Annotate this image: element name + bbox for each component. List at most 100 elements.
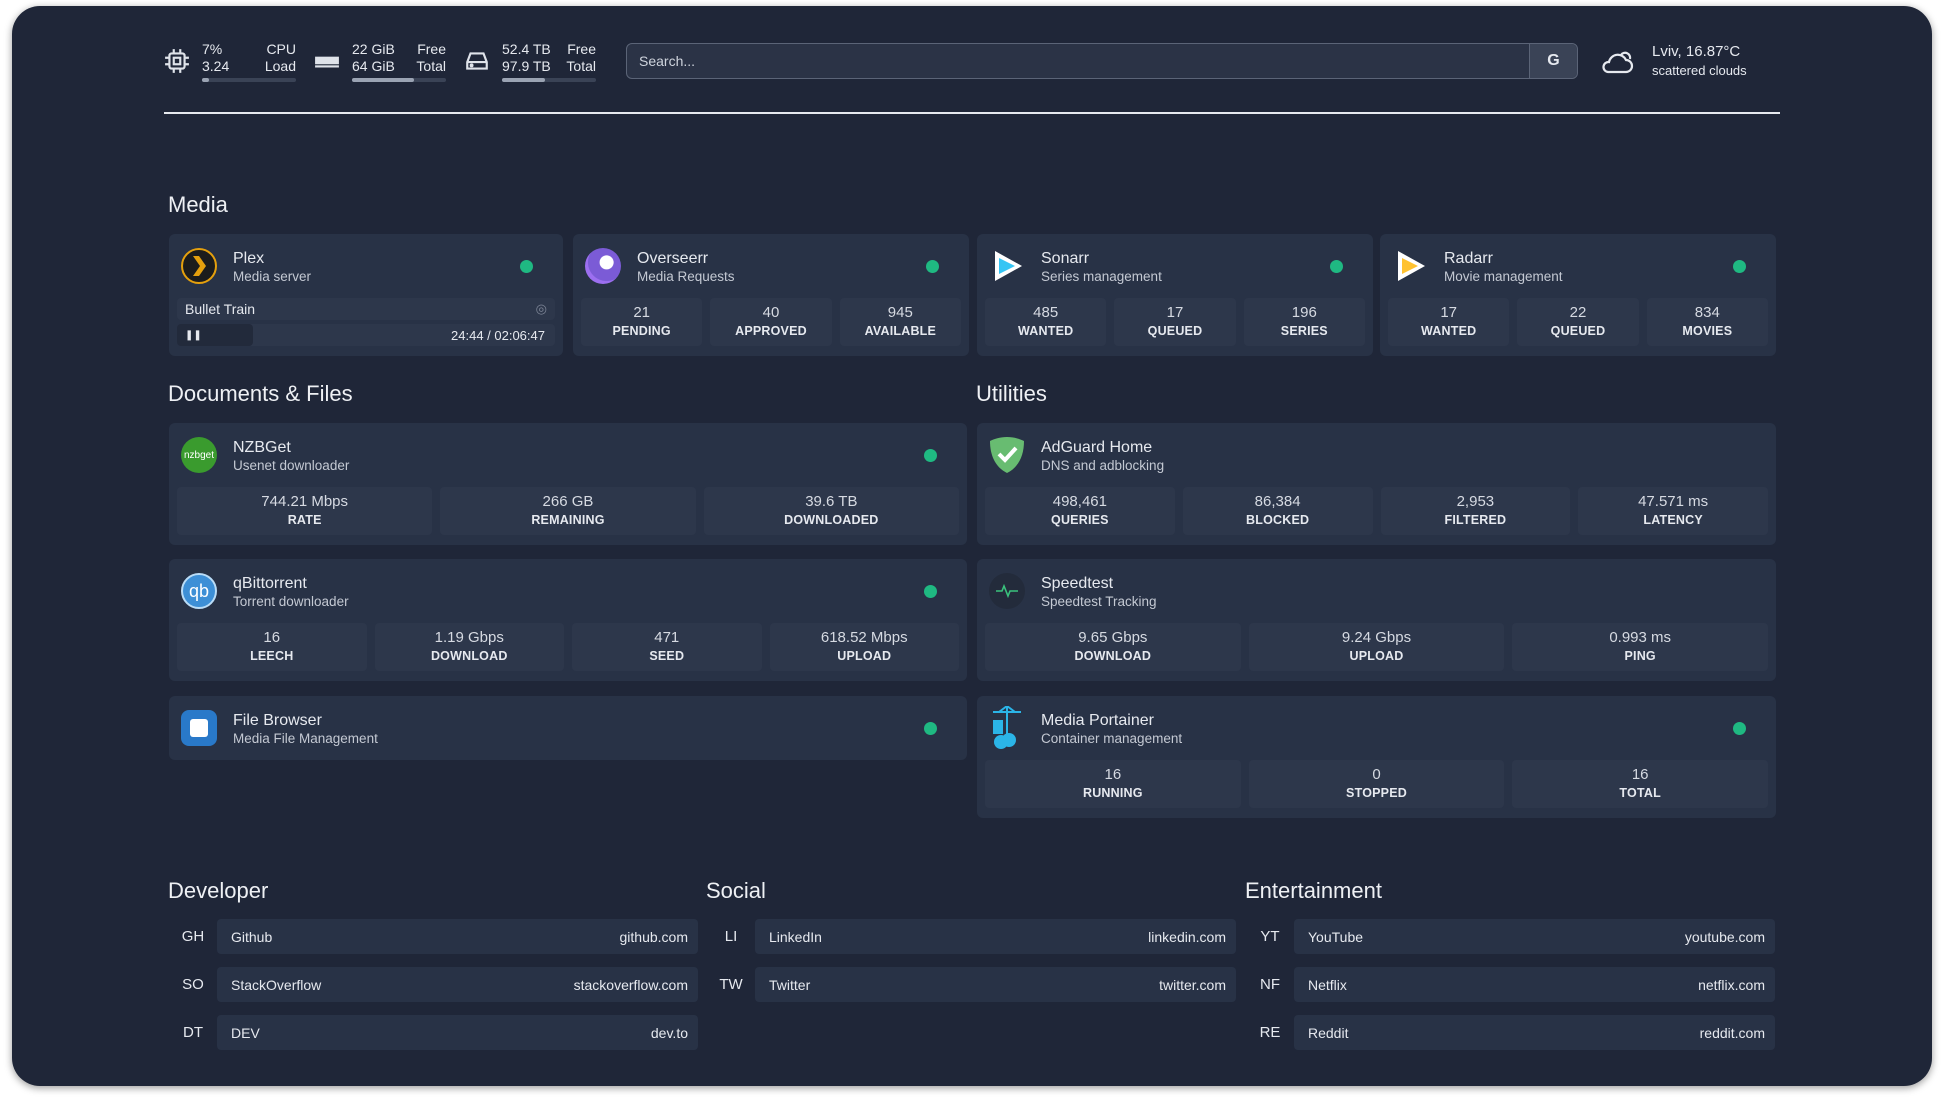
bookmark-youtube[interactable]: YT YouTube youtube.com (1246, 919, 1775, 954)
stat-value: 618.52 Mbps (820, 629, 908, 646)
bookmark-name: StackOverflow (231, 976, 322, 993)
stat-value: 17 (1440, 304, 1457, 321)
stats-row: 17 WANTED 22 QUEUED 834 MOVIES (1380, 298, 1776, 346)
free-label: Free (417, 40, 446, 57)
qbittorrent-card[interactable]: qb qBittorrent Torrent downloader 16 LEECH 1.… (169, 559, 967, 681)
mem-total: 64 GiB (352, 57, 395, 74)
service-description: Series management (1041, 268, 1162, 284)
dashboard-frame (12, 6, 1932, 1086)
bookmark-url: github.com (619, 928, 688, 945)
overseerr-card[interactable]: Overseerr Media Requests 21 PENDING 40 APPROV… (573, 234, 969, 356)
file-browser-card[interactable]: File Browser Media File Management (169, 696, 967, 760)
stat-value: 834 (1694, 304, 1720, 321)
stat-value: 945 (887, 304, 913, 321)
stat-value: 471 (654, 629, 680, 646)
stat-leech: 16 LEECH (177, 623, 367, 671)
stat-label: DOWNLOADED (784, 513, 879, 527)
cpu-label: CPU (266, 40, 296, 57)
stat-label: APPROVED (735, 324, 807, 338)
bookmark-abbr: LI (724, 928, 738, 945)
bookmark-name: Twitter (769, 976, 811, 993)
stat-remaining: 266 GB REMAINING (440, 487, 696, 535)
radarr-card[interactable]: Radarr Movie management 17 WANTED 22 QUEUED 83… (1380, 234, 1776, 356)
service-name: NZBGet (233, 438, 291, 456)
stat-label: STOPPED (1346, 786, 1407, 800)
stat-value: 39.6 TB (805, 493, 858, 510)
stat-label: LATENCY (1643, 513, 1703, 527)
search-input[interactable] (627, 53, 1529, 69)
stat-value: 16 (1631, 766, 1649, 783)
bookmark-linkedin[interactable]: LI LinkedIn linkedin.com (707, 919, 1236, 954)
portainer-card[interactable]: Media Portainer Container management 16 RUN… (977, 696, 1776, 818)
cpu-load: 3.24 (202, 57, 230, 74)
bookmark-abbr: DT (183, 1024, 203, 1041)
overseerr-icon (585, 248, 621, 284)
bookmark-dev[interactable]: DT DEV dev.to (169, 1015, 698, 1050)
stat-value: 16 (1104, 766, 1122, 783)
bookmark-url: stackoverflow.com (573, 976, 688, 993)
stat-value: 498,461 (1052, 493, 1107, 510)
bookmark-abbr: TW (719, 976, 743, 993)
bookmark-group: GH Github github.com SO StackOverflow stackov… (169, 919, 698, 1063)
plex-icon (181, 248, 217, 284)
stat-label: SERIES (1280, 324, 1328, 338)
plex-card[interactable]: Plex Media server Bullet Train ◎ ❚❚ 24:44 … (169, 234, 563, 356)
bookmark-group: LI LinkedIn linkedin.com TW Twitter twitter.c… (707, 919, 1236, 1015)
stats-row: 498,461 QUERIES 86,384 BLOCKED 2,953 FILTERED… (977, 487, 1776, 535)
stat-upload: 9.24 Gbps UPLOAD (1248, 623, 1505, 671)
stat-label: UPLOAD (1349, 649, 1404, 663)
service-name: Plex (233, 249, 265, 267)
weather-location-temp: Lviv, 16.87°C (1652, 43, 1741, 60)
adguard-card[interactable]: AdGuard Home DNS and adblocking 498,461 QUE… (977, 423, 1776, 545)
stat-value: 0.993 ms (1609, 629, 1672, 646)
stat-approved: 40 APPROVED (710, 298, 832, 346)
pause-icon[interactable]: ❚❚ (185, 329, 202, 341)
stat-movies: 834 MOVIES (1646, 298, 1768, 346)
bookmark-netflix[interactable]: NF Netflix netflix.com (1246, 967, 1775, 1002)
playback-progress[interactable]: ❚❚ 24:44 / 02:06:47 (177, 324, 555, 346)
section-title-entertainment: Entertainment (1245, 878, 1382, 903)
search-engine-button[interactable]: G (1529, 44, 1577, 78)
stat-value: 744.21 Mbps (261, 493, 349, 510)
cloud-icon (1602, 51, 1634, 74)
sonarr-card[interactable]: Sonarr Series management 485 WANTED 17 QUEUED… (977, 234, 1373, 356)
stat-latency: 47.571 ms LATENCY (1578, 487, 1768, 535)
free-label: Free (567, 40, 596, 57)
nzbget-card[interactable]: nzbget NZBGet Usenet downloader 744.21 Mbps… (169, 423, 967, 545)
stat-label: PENDING (612, 324, 671, 338)
stat-label: MOVIES (1682, 324, 1733, 338)
bookmark-twitter[interactable]: TW Twitter twitter.com (707, 967, 1236, 1002)
stats-row: 16 LEECH 1.19 Gbps DOWNLOAD 471 SEED 618.52 Mb… (169, 623, 967, 671)
stat-value: 47.571 ms (1638, 493, 1709, 510)
bookmark-group: YT YouTube youtube.com NF Netflix netflix.com… (1246, 919, 1775, 1063)
weather-description: scattered clouds (1652, 63, 1747, 78)
bookmark-name: Reddit (1308, 1024, 1349, 1041)
stat-blocked: 86,384 BLOCKED (1182, 487, 1373, 535)
stat-label: DOWNLOAD (430, 649, 508, 663)
stat-label: QUEUED (1550, 324, 1606, 338)
section-title-utilities: Utilities (976, 381, 1047, 406)
service-description: Movie management (1444, 268, 1563, 284)
stat-label: QUERIES (1051, 513, 1109, 527)
qbittorrent-icon: qb (181, 573, 217, 609)
disk-free: 52.4 TB (502, 40, 551, 57)
bookmark-stackoverflow[interactable]: SO StackOverflow stackoverflow.com (169, 967, 698, 1002)
mem-bar (352, 77, 446, 82)
search-box: G (626, 43, 1578, 79)
stat-label: TOTAL (1619, 786, 1661, 800)
bookmark-name: LinkedIn (769, 928, 822, 945)
stat-label: QUEUED (1147, 324, 1203, 338)
stat-value: 1.19 Gbps (434, 629, 504, 646)
bookmark-reddit[interactable]: RE Reddit reddit.com (1246, 1015, 1775, 1050)
stat-label: UPLOAD (837, 649, 892, 663)
now-playing: Bullet Train ◎ (177, 298, 555, 320)
stat-download: 9.65 Gbps DOWNLOAD (985, 623, 1241, 671)
speedtest-card[interactable]: Speedtest Speedtest Tracking 9.65 Gbps DOWN… (977, 559, 1776, 681)
mem-free: 22 GiB (352, 40, 395, 57)
stat-download: 1.19 Gbps DOWNLOAD (374, 623, 564, 671)
status-indicator (924, 448, 937, 462)
stats-row: 21 PENDING 40 APPROVED 945 AVAILABLE (573, 298, 969, 346)
bookmark-github[interactable]: GH Github github.com (169, 919, 698, 954)
bookmark-url: reddit.com (1699, 1024, 1765, 1041)
nzbget-icon: nzbget (181, 437, 217, 473)
